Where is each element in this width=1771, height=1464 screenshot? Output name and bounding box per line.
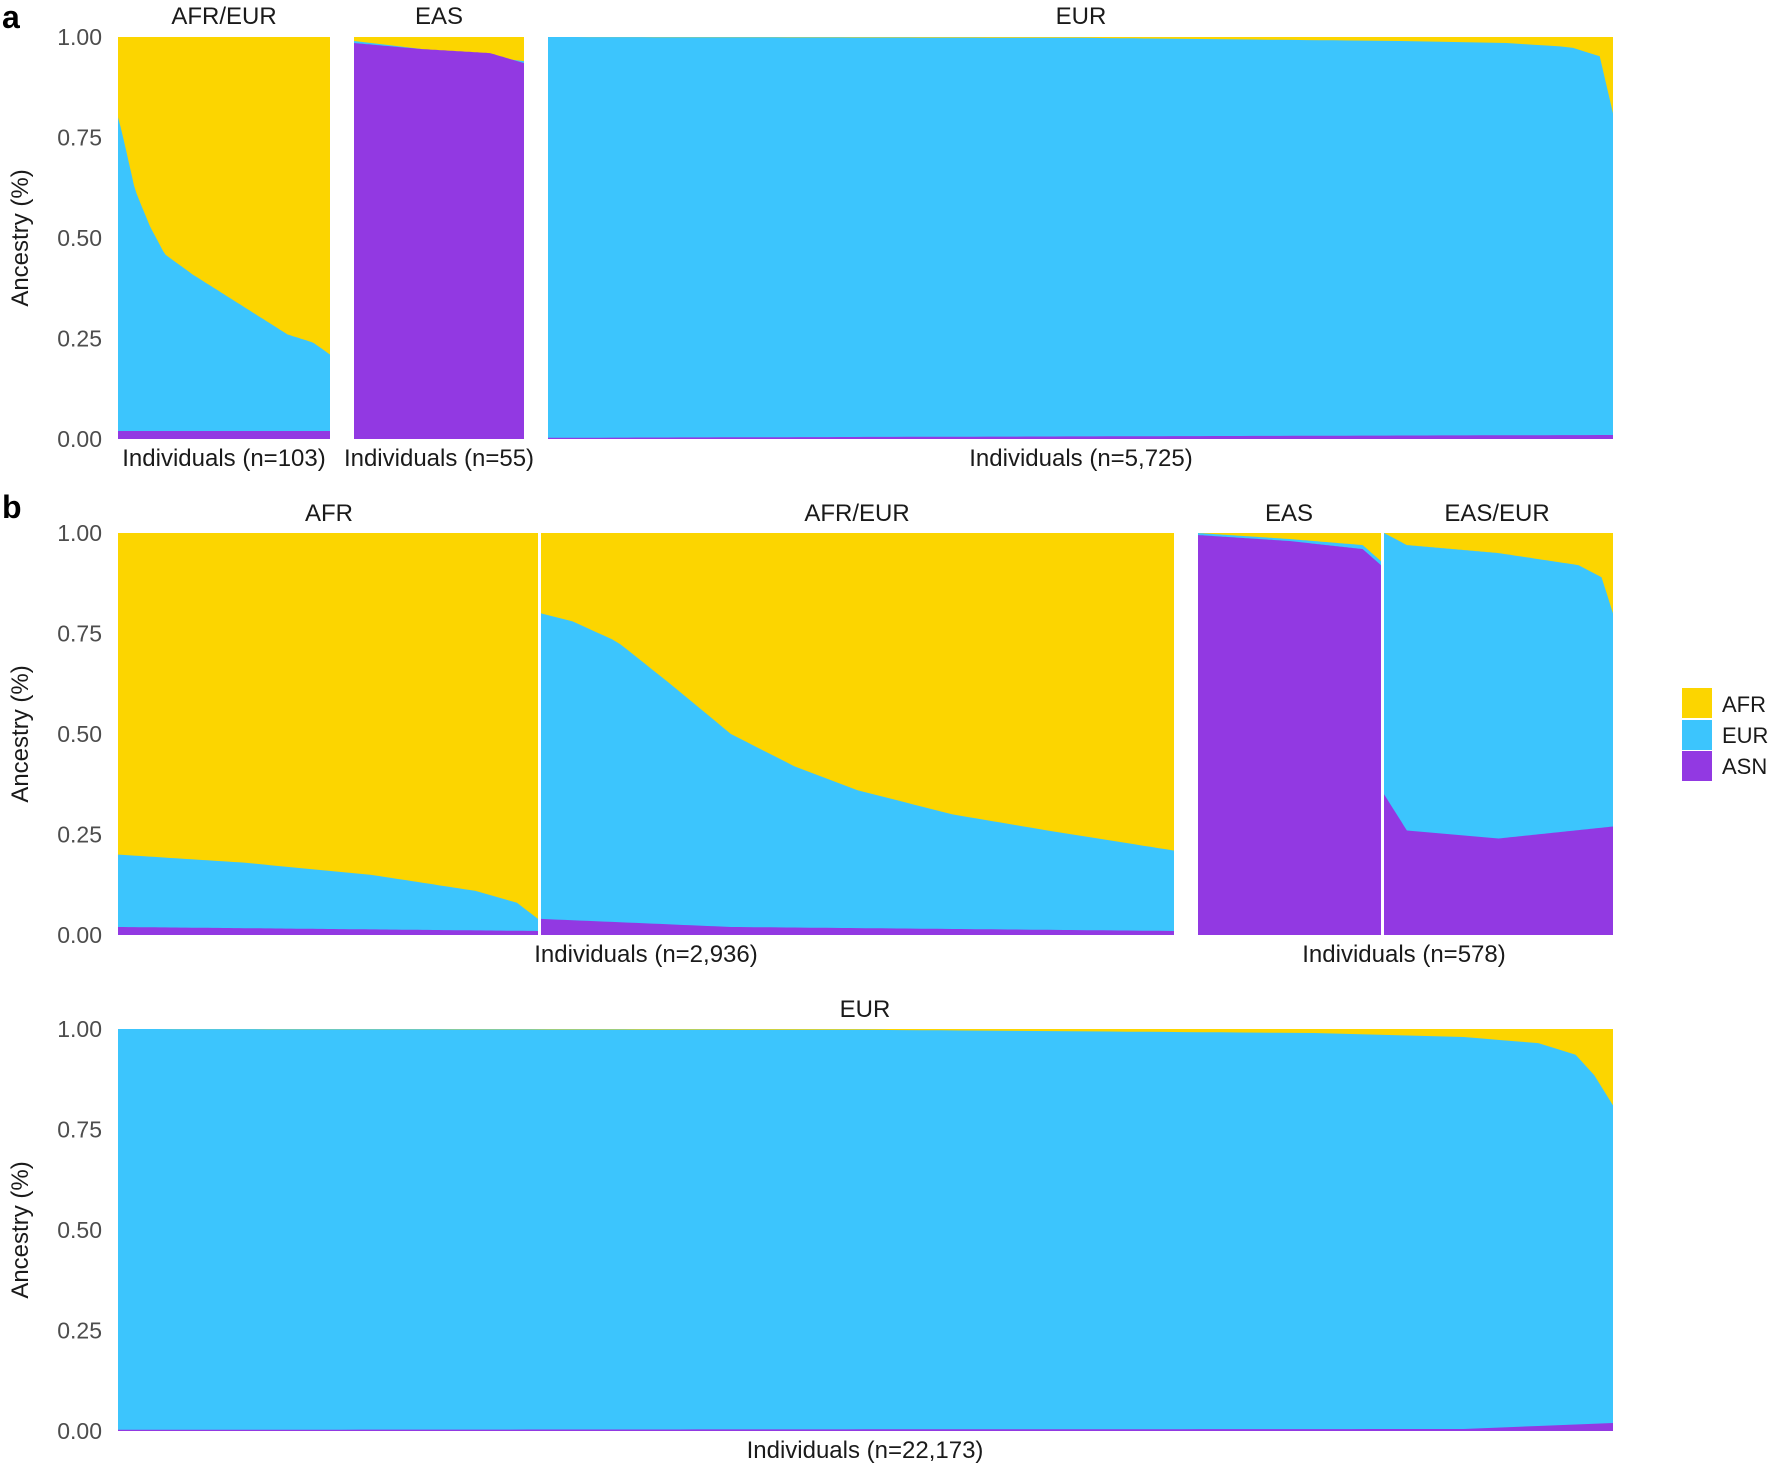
panel-a-group-afr-eur-title: AFR/EUR	[171, 3, 276, 30]
panel-b2-ytick-3: 0.75	[57, 1117, 102, 1143]
panel-a-group-eas: EAS Individuals (n=55)	[344, 3, 534, 472]
panel-a-eur-asn-area	[548, 435, 1613, 439]
panel-a-group-afr-eur-xlabel: Individuals (n=103)	[122, 445, 325, 472]
panel-b2-ytick-2: 0.50	[57, 1217, 102, 1243]
panel-b-group-afr-title: AFR	[305, 500, 353, 527]
legend-swatch-asn	[1682, 751, 1712, 781]
panel-b-afr-asn-area	[118, 927, 538, 935]
panel-b2-ytick-0: 0.00	[57, 1418, 102, 1444]
panel-b2-group-eur-title: EUR	[840, 996, 891, 1023]
panel-b-ytick-3: 0.75	[57, 621, 102, 647]
legend-label-eur: EUR	[1722, 723, 1768, 748]
panel-b2-ytick-4: 1.00	[57, 1016, 102, 1042]
panel-b-ytick-0: 0.00	[57, 922, 102, 948]
panel-a-group-eur-xlabel: Individuals (n=5,725)	[969, 445, 1192, 472]
legend-swatch-afr	[1682, 688, 1712, 718]
panel-b-eas-eur-asn-area	[1384, 794, 1613, 935]
panel-b-group-afr-eur: AFR/EUR	[541, 500, 1174, 935]
legend: AFR EUR ASN	[1682, 688, 1768, 781]
panel-b-afr-eur-asn-area	[541, 918, 1174, 935]
panel-b2-eur-asn-area	[118, 1423, 1613, 1431]
panel-b2-ytick-1: 0.25	[57, 1318, 102, 1344]
panel-b-group-eas-title: EAS	[1265, 500, 1313, 527]
panel-b-ylabel: Ancestry (%)	[7, 665, 34, 802]
panel-b2-group-eur: EUR Individuals (n=22,173)	[118, 996, 1613, 1464]
panel-a-ytick-0: 0.00	[57, 426, 102, 452]
panel-a-group-afr-eur: AFR/EUR Individuals (n=103)	[118, 3, 330, 472]
panel-b-afr-eur-eur-area	[541, 613, 1174, 935]
panel-b2-eur-eur-area	[118, 1029, 1613, 1431]
panel-b-eas-asn-area	[1198, 535, 1381, 935]
panel-b-group-eas-eur: EAS/EUR	[1384, 500, 1613, 935]
panel-b2-yticks: 0.00 0.25 0.50 0.75 1.00	[57, 1016, 102, 1444]
legend-swatch-eur	[1682, 720, 1712, 750]
panel-b-bottom: Ancestry (%) 0.00 0.25 0.50 0.75 1.00 EUR In…	[7, 996, 1613, 1464]
panel-a: Ancestry (%) 0.00 0.25 0.50 0.75 1.00 AFR/EU…	[7, 3, 1613, 472]
panel-b-group-eas: EAS	[1198, 500, 1381, 935]
panel-b-ytick-2: 0.50	[57, 721, 102, 747]
panel-b-block1-xlabel: Individuals (n=2,936)	[534, 941, 757, 968]
legend-label-asn: ASN	[1722, 754, 1767, 779]
panel-a-group-eur-title: EUR	[1056, 3, 1107, 30]
panel-a-group-eur: EUR Individuals (n=5,725)	[548, 3, 1613, 472]
panel-letter-b: b	[2, 489, 22, 525]
panel-a-ytick-1: 0.25	[57, 326, 102, 352]
panel-a-afr-eur-eur-area	[118, 117, 330, 440]
legend-label-afr: AFR	[1722, 692, 1766, 717]
panel-letter-a: a	[2, 0, 20, 35]
panel-a-ylabel: Ancestry (%)	[7, 169, 34, 306]
panel-a-eur-eur-area	[548, 37, 1613, 439]
panel-b-group-afr: AFR	[118, 500, 538, 935]
panel-b2-ylabel: Ancestry (%)	[7, 1161, 34, 1298]
panel-a-ytick-2: 0.50	[57, 225, 102, 251]
panel-b-afr-eur-area	[118, 854, 538, 935]
panel-b-group-afr-eur-title: AFR/EUR	[804, 500, 909, 527]
panel-b-ytick-1: 0.25	[57, 822, 102, 848]
panel-b-yticks: 0.00 0.25 0.50 0.75 1.00	[57, 520, 102, 948]
panel-b-top: Ancestry (%) 0.00 0.25 0.50 0.75 1.00 AFR AF…	[7, 500, 1613, 968]
panel-b-ytick-4: 1.00	[57, 520, 102, 546]
panel-a-group-eas-xlabel: Individuals (n=55)	[344, 445, 534, 472]
panel-b2-group-eur-xlabel: Individuals (n=22,173)	[747, 1437, 984, 1464]
panel-b-block2-xlabel: Individuals (n=578)	[1302, 941, 1505, 968]
panel-a-ytick-3: 0.75	[57, 125, 102, 151]
panel-a-group-eas-title: EAS	[415, 3, 463, 30]
panel-a-eas-asn-area	[354, 43, 524, 439]
panel-b-group-eas-eur-title: EAS/EUR	[1444, 500, 1549, 527]
panel-a-afr-eur-asn-area	[118, 431, 330, 439]
panel-a-ytick-4: 1.00	[57, 24, 102, 50]
panel-a-yticks: 0.00 0.25 0.50 0.75 1.00	[57, 24, 102, 452]
